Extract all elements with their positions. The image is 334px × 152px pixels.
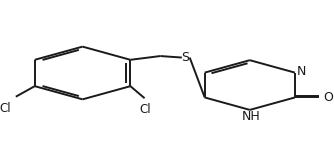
- Text: Cl: Cl: [0, 102, 11, 115]
- Text: Cl: Cl: [139, 104, 151, 116]
- Text: NH: NH: [242, 110, 261, 123]
- Text: S: S: [182, 51, 190, 64]
- Text: N: N: [297, 65, 307, 78]
- Text: O: O: [324, 91, 334, 104]
